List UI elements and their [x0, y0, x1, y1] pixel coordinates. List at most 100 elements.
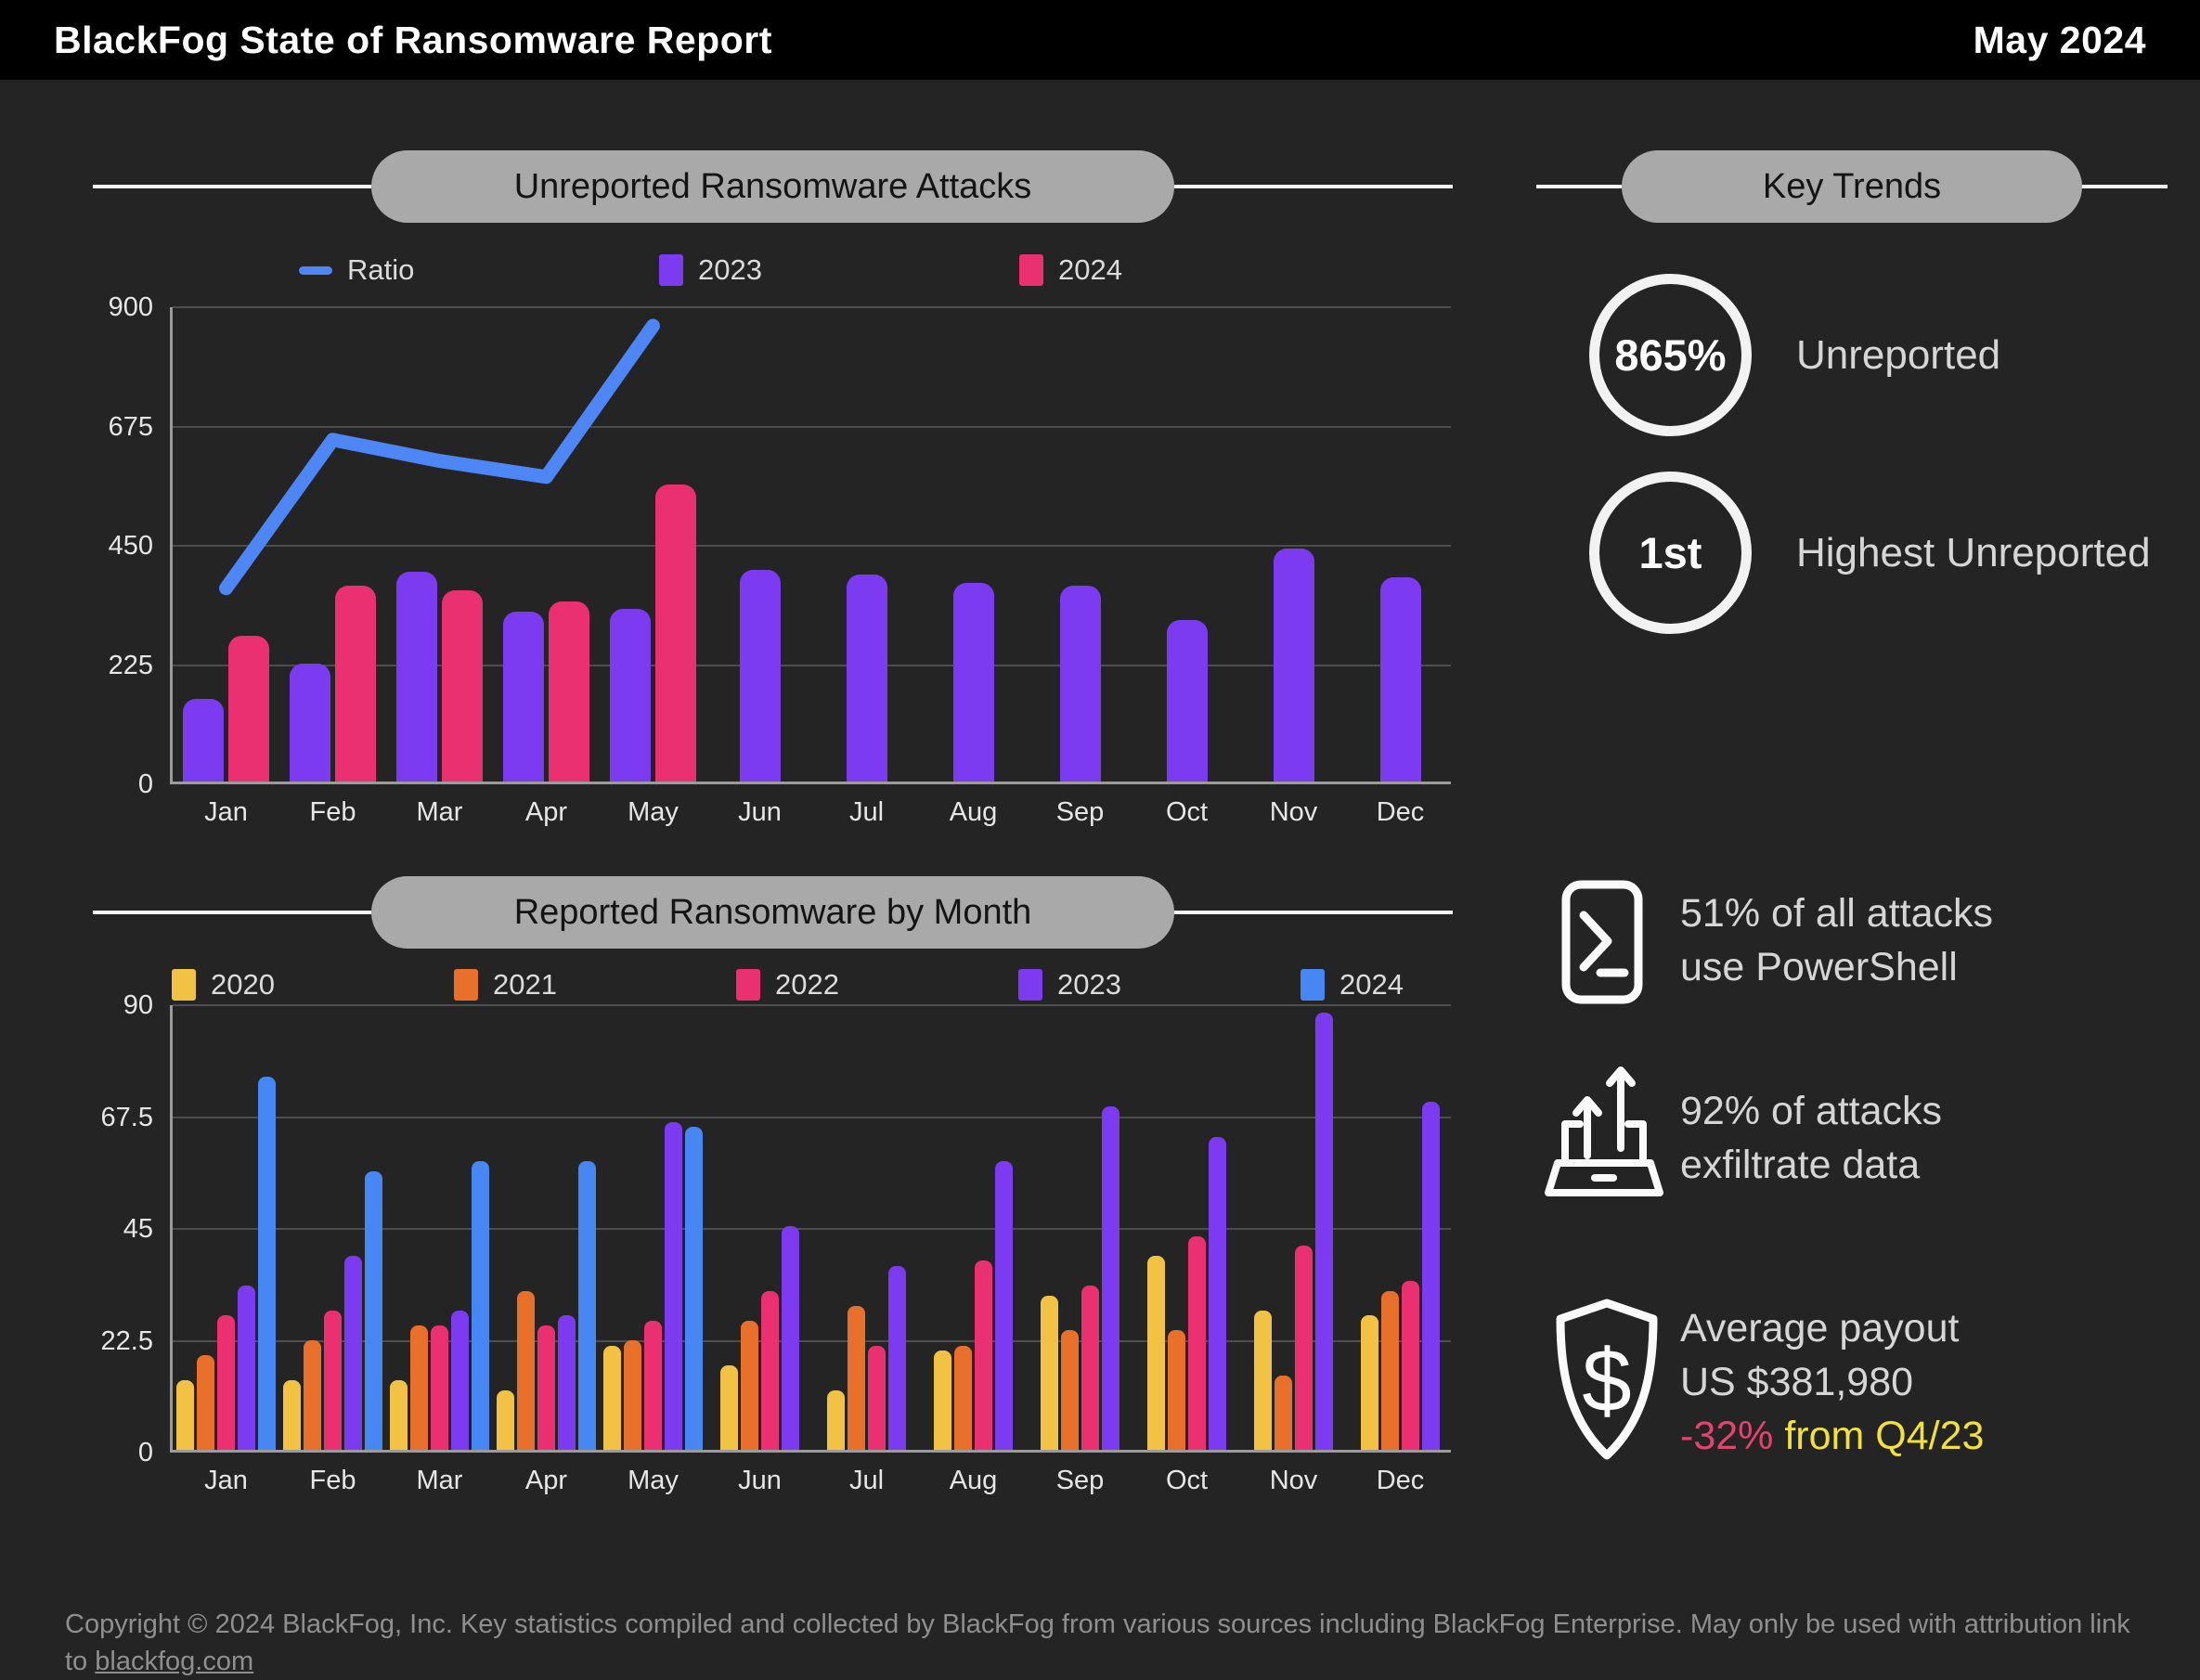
chart2-title: Reported Ransomware by Month — [371, 876, 1174, 949]
bar-2024-mar — [442, 590, 483, 782]
gridline — [173, 426, 1451, 428]
legend-swatch-2020 — [172, 969, 196, 1001]
bar-2023-jun — [782, 1226, 799, 1450]
legend-swatch-2024 — [1301, 969, 1325, 1001]
bar-2023-sep — [1060, 586, 1101, 782]
title-rule-right — [1174, 911, 1453, 914]
month-label-dec: Dec — [1376, 1466, 1425, 1495]
bar-2022-aug — [975, 1260, 992, 1450]
bar-2023-feb — [290, 664, 330, 782]
month-label-feb: Feb — [309, 1466, 356, 1495]
bar-2020-jun — [720, 1365, 738, 1450]
chart2-plot-area: 90 67.5 45 22.5 0 Jan Feb Mar Apr May Jun Jul Aug Sep… — [101, 990, 1451, 1495]
blackfog-link[interactable]: blackfog.com — [95, 1647, 254, 1676]
unreported-percent-value: 865% — [1614, 330, 1727, 380]
month-label-jan: Jan — [204, 797, 248, 827]
bar-2023-may — [610, 609, 651, 782]
bar-2020-jul — [827, 1390, 845, 1450]
bar-2020-sep — [1041, 1296, 1058, 1450]
bar-2023-aug — [953, 583, 994, 782]
month-label-mar: Mar — [416, 1466, 463, 1495]
month-label-jun: Jun — [738, 797, 782, 827]
data-exfiltration-icon — [1545, 1066, 1663, 1196]
legend-swatch-ratio — [299, 265, 332, 275]
month-label-jan: Jan — [204, 1466, 248, 1495]
month-label-feb: Feb — [309, 797, 356, 827]
chart1-title-row: Unreported Ransomware Attacks — [93, 150, 1453, 223]
bar-2020-mar — [390, 1380, 408, 1450]
bar-2022-sep — [1081, 1286, 1099, 1450]
bar-2021-jul — [848, 1306, 865, 1450]
bar-2023-jan — [183, 699, 224, 782]
chart2-title-row: Reported Ransomware by Month — [93, 876, 1453, 949]
highest-unreported-value: 1st — [1638, 528, 1702, 577]
bar-2021-mar — [410, 1325, 428, 1450]
key-trends-title-row: Key Trends — [1536, 150, 2168, 223]
gridline — [173, 1117, 1451, 1118]
legend-item: 2023 — [659, 249, 762, 291]
stat-line: exfiltrate data — [1680, 1143, 1921, 1187]
gridline — [173, 1340, 1451, 1342]
bar-2022-jun — [761, 1291, 779, 1450]
bar-2021-sep — [1061, 1330, 1079, 1450]
bar-2024-apr — [549, 601, 589, 782]
chart2-legend: 2020 2021 2022 2023 2024 — [170, 963, 1451, 1006]
title-rule-right — [2082, 185, 2168, 188]
month-label-jun: Jun — [738, 1466, 782, 1495]
ratio-line-layer — [219, 318, 660, 596]
y-axis-tick-label: 45 — [123, 1214, 153, 1244]
month-label-mar: Mar — [416, 797, 463, 827]
legend-item: 2021 — [454, 963, 557, 1006]
legend-item: 2024 — [1019, 249, 1122, 291]
bar-2022-mar — [431, 1325, 448, 1450]
bar-2023-nov — [1315, 1013, 1333, 1450]
gridline — [173, 306, 1451, 308]
chart1-plot-area: 900 675 450 225 0 Jan Feb Mar Apr May Jun Jul Aug Sep… — [109, 292, 1451, 827]
bar-2023-dec — [1422, 1102, 1440, 1450]
y-axis-tick-label: 675 — [108, 412, 153, 442]
svg-text:$: $ — [1582, 1331, 1631, 1430]
bar-2023-mar — [396, 572, 437, 782]
ratio-line — [219, 318, 660, 596]
bar-2020-feb — [283, 1380, 301, 1450]
legend-label: 2024 — [1339, 968, 1404, 1001]
month-label-dec: Dec — [1376, 797, 1425, 827]
bar-2021-jan — [197, 1355, 214, 1450]
month-label-jul: Jul — [848, 797, 885, 827]
bar-2020-oct — [1147, 1256, 1165, 1450]
legend-swatch-2023 — [659, 254, 683, 286]
month-label-apr: Apr — [524, 797, 568, 827]
legend-swatch-2024 — [1019, 254, 1043, 286]
bar-2021-nov — [1275, 1376, 1292, 1450]
month-label-sep: Sep — [1055, 797, 1105, 827]
legend-swatch-2023 — [1018, 969, 1042, 1001]
bar-2021-apr — [517, 1291, 535, 1450]
exfiltration-stat: 92% of attacks exfiltrate data — [1680, 1084, 1942, 1192]
page-title: BlackFog State of Ransomware Report — [54, 18, 772, 61]
bar-2021-oct — [1168, 1330, 1185, 1450]
bar-2023-feb — [344, 1256, 362, 1450]
powershell-stat: 51% of all attacks use PowerShell — [1680, 886, 1993, 994]
bar-2024-mar — [472, 1161, 489, 1450]
month-label-nov: Nov — [1269, 1466, 1318, 1495]
bar-2022-jul — [868, 1346, 886, 1450]
legend-label: 2023 — [1057, 968, 1121, 1001]
month-label-may: May — [628, 1466, 679, 1495]
gridline — [173, 665, 1451, 666]
legend-swatch-2022 — [736, 969, 760, 1001]
bar-2020-dec — [1361, 1315, 1378, 1450]
bar-2023-mar — [451, 1311, 469, 1450]
bar-2023-dec — [1380, 577, 1421, 782]
key-trends-title: Key Trends — [1622, 150, 2082, 223]
legend-label: Ratio — [347, 253, 415, 286]
gridline — [173, 545, 1451, 547]
bar-2023-oct — [1209, 1137, 1226, 1450]
copyright-text: Copyright © 2024 BlackFog, Inc. Key stat… — [65, 1609, 2130, 1676]
y-axis-tick-label: 90 — [123, 990, 153, 1020]
legend-item: 2022 — [736, 963, 839, 1006]
month-label-oct: Oct — [1165, 1466, 1209, 1495]
bar-2023-jan — [238, 1286, 255, 1450]
bar-2023-aug — [995, 1161, 1013, 1450]
legend-item: 2024 — [1301, 963, 1404, 1006]
